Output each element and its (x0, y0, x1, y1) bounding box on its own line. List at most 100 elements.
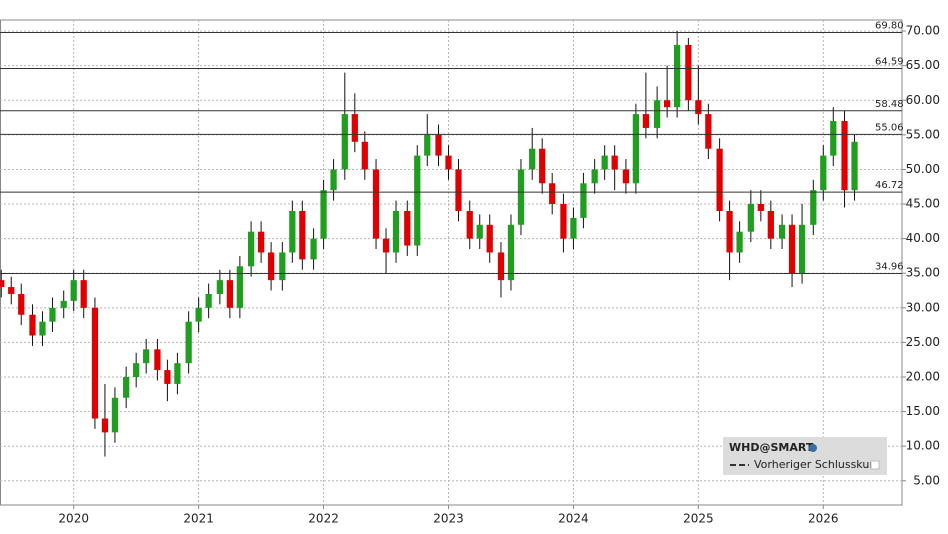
levels: 69.80 64.59 58.48 55.06 46.72 34.96 (0, 20, 904, 275)
candle-body (70, 280, 77, 301)
candle-body (310, 238, 317, 260)
level-label: 69.80 (875, 20, 904, 31)
candle-body (851, 141, 858, 191)
candle-body (497, 252, 505, 281)
y-tick-label: 55.00 (906, 127, 940, 141)
candle-body (404, 210, 411, 246)
level-label: 58.48 (875, 99, 904, 110)
candle-body (392, 210, 400, 253)
candle-body (445, 155, 452, 170)
candle-body (622, 169, 630, 184)
x-tick-label: 2022 (308, 512, 339, 526)
candle-body (507, 224, 515, 281)
legend-box (723, 437, 887, 475)
candle-body (351, 114, 358, 142)
legend-checkbox[interactable] (870, 460, 880, 470)
candle-body (320, 190, 327, 239)
level-label: 64.59 (875, 57, 904, 68)
x-tick-label: 2020 (58, 512, 89, 526)
candle-body (517, 169, 525, 225)
candle-body (455, 169, 462, 211)
candle-body (330, 169, 337, 191)
y-tick-label: 10.00 (906, 439, 940, 453)
candle-body (154, 349, 161, 371)
candle-body (18, 293, 25, 315)
candle-body (830, 121, 837, 156)
candle-body (29, 314, 36, 336)
candle-body (591, 169, 598, 184)
candle-body (570, 217, 577, 239)
candle-body (435, 134, 442, 156)
x-tick-label: 2024 (558, 512, 589, 526)
candle-body (601, 155, 608, 170)
candle-body (695, 100, 702, 115)
candle-body (788, 224, 796, 274)
candle-body (60, 300, 67, 308)
candle-body (466, 210, 473, 239)
axes: 5.00 10.00 15.00 20.00 25.00 30.00 35.00 40.00 4… (58, 24, 940, 526)
candle-body (143, 349, 150, 364)
candle-body (664, 100, 671, 108)
candle-body (778, 224, 786, 239)
candle-body (685, 44, 692, 101)
candle-body (539, 148, 546, 184)
candle-body (820, 155, 827, 191)
candle-body (164, 370, 171, 384)
candle-body (236, 266, 243, 308)
candle-body (632, 114, 640, 184)
candle-body (91, 307, 99, 419)
legend-title: WHD@SMART (729, 441, 814, 454)
candle-body (476, 224, 483, 239)
candles (0, 31, 858, 457)
y-tick-label: 40.00 (906, 231, 940, 245)
candle-body (289, 210, 296, 253)
candle-body (726, 210, 733, 253)
candle-body (205, 293, 212, 308)
y-tick-label: 25.00 (906, 335, 940, 349)
candle-body (414, 155, 421, 246)
candle-body (716, 148, 723, 211)
x-tick-label: 2023 (433, 512, 464, 526)
candle-body (486, 224, 493, 253)
candle-body (841, 121, 848, 191)
candle-body (195, 307, 202, 322)
y-tick-label: 20.00 (906, 370, 940, 384)
candle-body (174, 363, 181, 384)
candle-body (361, 141, 368, 170)
candle-body (39, 321, 46, 336)
candle-body (123, 377, 130, 398)
candle-body (382, 238, 390, 253)
x-tick-label: 2026 (808, 512, 839, 526)
candle-body (549, 183, 556, 205)
candle-body (111, 397, 119, 433)
y-tick-label: 30.00 (906, 300, 940, 314)
y-tick-label: 70.00 (906, 24, 940, 38)
y-tick-label: 50.00 (906, 162, 940, 176)
y-tick-label: 60.00 (906, 93, 940, 107)
candle-body (798, 224, 806, 274)
level-label: 46.72 (875, 180, 904, 191)
candle-body (580, 183, 587, 218)
candle-body (226, 280, 233, 308)
candle-body (767, 210, 774, 239)
y-tick-label: 65.00 (906, 58, 940, 72)
candle-body (674, 44, 681, 108)
candle-body (8, 287, 15, 294)
grid (0, 20, 902, 505)
candle-body (705, 114, 712, 149)
candle-body (810, 190, 817, 225)
legend-entry: Vorheriger Schlusskurs (754, 458, 880, 471)
legend: WHD@SMART Vorheriger Schlusskurs (723, 437, 887, 475)
candle-body (257, 231, 265, 253)
candle-body (267, 252, 275, 281)
candle-body (299, 210, 306, 260)
candle-body (247, 231, 255, 267)
y-tick-label: 35.00 (906, 266, 940, 280)
candle-body (341, 114, 348, 170)
y-tick-label: 15.00 (906, 404, 940, 418)
x-tick-label: 2025 (683, 512, 714, 526)
candle-body (49, 307, 56, 322)
candle-body (611, 155, 618, 170)
candle-body (654, 100, 661, 128)
